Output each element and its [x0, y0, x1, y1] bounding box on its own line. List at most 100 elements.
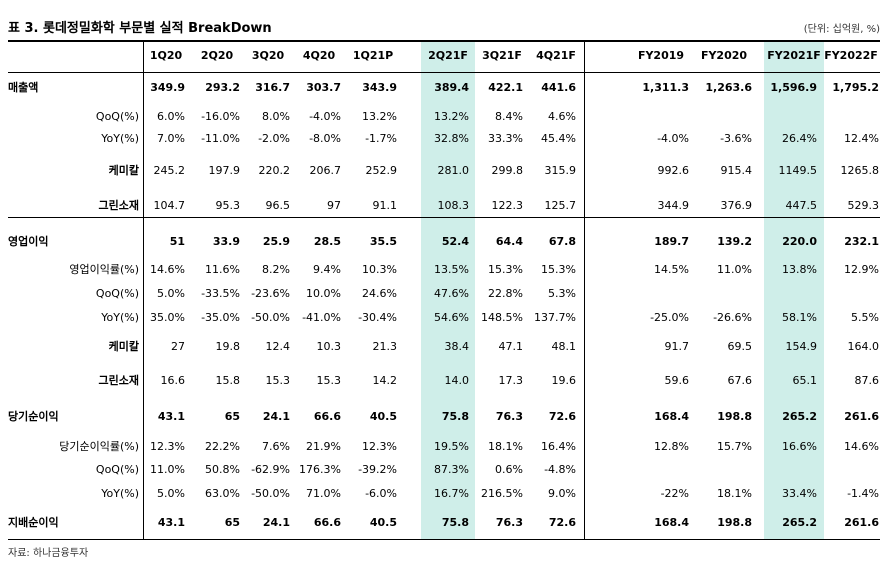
- table-cell: -50.0%: [251, 487, 290, 500]
- table-cell: 216.5%: [481, 487, 523, 500]
- table-cell: 27: [171, 340, 185, 353]
- table-cell: 13.2%: [362, 110, 397, 123]
- table-cell: 349.9: [150, 81, 185, 94]
- table-cell: 13.2%: [434, 110, 469, 123]
- row-label: 영업이익률(%): [69, 263, 139, 276]
- table-cell: 14.5%: [654, 263, 689, 276]
- table-cell: 16.4%: [541, 440, 576, 453]
- table-cell: 18.1%: [717, 487, 752, 500]
- table-cell: 22.8%: [488, 287, 523, 300]
- table-cell: 28.5: [313, 235, 341, 248]
- table-cell: 72.6: [548, 410, 576, 423]
- unit-note: (단위: 십억원, %): [803, 24, 880, 35]
- table-cell: 21.9%: [306, 440, 341, 453]
- column-header: 4Q20: [302, 49, 336, 62]
- table-cell: 6.0%: [157, 110, 185, 123]
- table-cell: 168.4: [654, 410, 689, 423]
- table-cell: 65: [224, 410, 240, 423]
- column-header: 4Q21F: [536, 49, 576, 62]
- table-cell: 9.4%: [313, 263, 341, 276]
- row-label: YoY(%): [101, 487, 139, 500]
- table-cell: 65: [224, 516, 240, 529]
- table-cell: 261.6: [844, 516, 879, 529]
- table-cell: 19.6: [551, 374, 577, 387]
- table-cell: 206.7: [309, 164, 342, 177]
- table-cell: 91.7: [664, 340, 690, 353]
- table-cell: 38.4: [444, 340, 470, 353]
- table-cell: 24.6%: [362, 287, 397, 300]
- column-header: 1Q20: [149, 49, 183, 62]
- table-cell: 16.6%: [782, 440, 817, 453]
- table-cell: 8.0%: [262, 110, 290, 123]
- table-cell: 7.6%: [262, 440, 290, 453]
- table-cell: 64.4: [495, 235, 523, 248]
- table-cell: 33.4%: [782, 487, 817, 500]
- column-header: FY2021F: [767, 49, 821, 62]
- table-cell: 67.8: [548, 235, 576, 248]
- table-cell: 40.5: [369, 516, 397, 529]
- table-cell: -1.7%: [365, 132, 397, 145]
- table-cell: 168.4: [654, 516, 689, 529]
- table-cell: 5.0%: [157, 287, 185, 300]
- table-cell: 10.3: [316, 340, 342, 353]
- table-cell: -4.0%: [657, 132, 689, 145]
- table-cell: 26.4%: [782, 132, 817, 145]
- table-cell: 15.3%: [488, 263, 523, 276]
- table-cell: 87.3%: [434, 463, 469, 476]
- table-cell: 293.2: [205, 81, 240, 94]
- table-cell: 316.7: [255, 81, 290, 94]
- table-cell: 66.6: [313, 410, 341, 423]
- table-cell: 299.8: [491, 164, 524, 177]
- table-cell: 33.9: [212, 235, 240, 248]
- table-cell: 1,311.3: [642, 81, 689, 94]
- table-cell: 76.3: [495, 516, 523, 529]
- table-cell: -4.0%: [309, 110, 341, 123]
- table-cell: -22%: [660, 487, 689, 500]
- table-cell: 13.8%: [782, 263, 817, 276]
- column-header: FY2020: [700, 49, 748, 62]
- table-cell: 51: [169, 235, 185, 248]
- table-cell: 9.0%: [548, 487, 576, 500]
- column-header: 3Q21F: [482, 49, 522, 62]
- table-cell: 21.3: [372, 340, 398, 353]
- table-cell: 66.6: [313, 516, 341, 529]
- table-cell: 14.6%: [150, 263, 185, 276]
- row-label: 그린소재: [98, 374, 139, 387]
- table-cell: 65.1: [792, 374, 818, 387]
- table-cell: 343.9: [362, 81, 397, 94]
- table-cell: -33.5%: [201, 287, 240, 300]
- table-cell: -2.0%: [258, 132, 290, 145]
- table-cell: 5.5%: [851, 311, 879, 324]
- row-label: 그린소재: [98, 199, 139, 212]
- table-cell: 265.2: [782, 516, 817, 529]
- table-cell: 992.6: [657, 164, 690, 177]
- table-cell: 0.6%: [495, 463, 523, 476]
- table-cell: 915.4: [720, 164, 753, 177]
- table-top-border: [8, 40, 880, 42]
- table-cell: 59.6: [664, 374, 690, 387]
- table-cell: -39.2%: [358, 463, 397, 476]
- table-cell: -1.4%: [847, 487, 879, 500]
- section-divider: [8, 217, 880, 218]
- table-cell: 245.2: [153, 164, 186, 177]
- column-header: FY2022F: [824, 49, 878, 62]
- table-cell: 104.7: [153, 199, 186, 212]
- table-cell: 18.1%: [488, 440, 523, 453]
- table-cell: 12.4: [265, 340, 291, 353]
- table-cell: 91.1: [372, 199, 398, 212]
- table-cell: 220.0: [782, 235, 817, 248]
- table-cell: 87.6: [854, 374, 880, 387]
- table-cell: 389.4: [434, 81, 469, 94]
- table-cell: 376.9: [720, 199, 753, 212]
- column-header: 1Q21P: [352, 49, 394, 62]
- column-header: 2Q21F: [428, 49, 468, 62]
- table-cell: 125.7: [544, 199, 577, 212]
- table-cell: -26.6%: [713, 311, 752, 324]
- table-cell: 10.3%: [362, 263, 397, 276]
- table-cell: 75.8: [441, 516, 469, 529]
- column-header: FY2019: [637, 49, 685, 62]
- table-cell: -11.0%: [201, 132, 240, 145]
- table-cell: 189.7: [654, 235, 689, 248]
- row-label: QoQ(%): [95, 463, 139, 476]
- table-cell: 8.2%: [262, 263, 290, 276]
